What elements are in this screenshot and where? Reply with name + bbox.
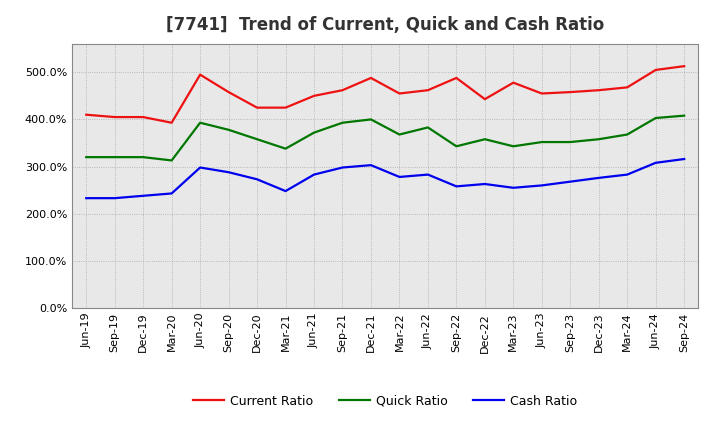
Quick Ratio [480,136,489,142]
Quick Ratio [680,113,688,118]
Cash Ratio [480,181,489,187]
Quick Ratio [139,154,148,160]
Current Ratio [167,120,176,125]
Current Ratio [253,105,261,110]
Cash Ratio [623,172,631,177]
Current Ratio [595,88,603,93]
Current Ratio [196,72,204,77]
Current Ratio [395,91,404,96]
Quick Ratio [623,132,631,137]
Quick Ratio [652,115,660,121]
Current Ratio [310,93,318,99]
Quick Ratio [167,158,176,163]
Cash Ratio [366,162,375,168]
Cash Ratio [282,188,290,194]
Current Ratio [509,80,518,85]
Cash Ratio [196,165,204,170]
Quick Ratio [366,117,375,122]
Current Ratio [480,96,489,102]
Legend: Current Ratio, Quick Ratio, Cash Ratio: Current Ratio, Quick Ratio, Cash Ratio [188,390,582,413]
Cash Ratio [423,172,432,177]
Cash Ratio [338,165,347,170]
Current Ratio [82,112,91,117]
Quick Ratio [253,136,261,142]
Current Ratio [537,91,546,96]
Cash Ratio [110,195,119,201]
Quick Ratio [225,127,233,132]
Line: Cash Ratio: Cash Ratio [86,159,684,198]
Cash Ratio [595,175,603,180]
Quick Ratio [395,132,404,137]
Current Ratio [423,88,432,93]
Cash Ratio [225,169,233,175]
Current Ratio [225,89,233,95]
Quick Ratio [110,154,119,160]
Quick Ratio [196,120,204,125]
Current Ratio [566,89,575,95]
Current Ratio [680,63,688,69]
Quick Ratio [452,143,461,149]
Cash Ratio [310,172,318,177]
Quick Ratio [595,136,603,142]
Current Ratio [623,85,631,90]
Line: Quick Ratio: Quick Ratio [86,116,684,161]
Current Ratio [452,75,461,81]
Cash Ratio [139,193,148,198]
Current Ratio [110,114,119,120]
Cash Ratio [509,185,518,191]
Line: Current Ratio: Current Ratio [86,66,684,123]
Title: [7741]  Trend of Current, Quick and Cash Ratio: [7741] Trend of Current, Quick and Cash … [166,16,604,34]
Quick Ratio [82,154,91,160]
Cash Ratio [253,176,261,182]
Cash Ratio [167,191,176,196]
Current Ratio [282,105,290,110]
Cash Ratio [82,195,91,201]
Cash Ratio [395,174,404,180]
Current Ratio [366,75,375,81]
Cash Ratio [566,179,575,184]
Quick Ratio [310,130,318,135]
Quick Ratio [338,120,347,125]
Quick Ratio [537,139,546,145]
Cash Ratio [452,184,461,189]
Current Ratio [139,114,148,120]
Quick Ratio [423,125,432,130]
Quick Ratio [509,143,518,149]
Cash Ratio [680,156,688,161]
Current Ratio [652,67,660,73]
Cash Ratio [652,160,660,165]
Quick Ratio [282,146,290,151]
Cash Ratio [537,183,546,188]
Quick Ratio [566,139,575,145]
Current Ratio [338,88,347,93]
